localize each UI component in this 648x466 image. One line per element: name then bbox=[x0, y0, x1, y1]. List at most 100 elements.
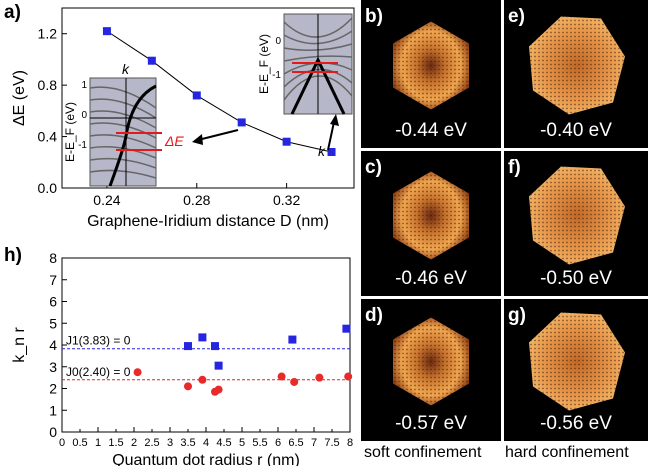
panel-letter: g) bbox=[508, 305, 526, 326]
data-point bbox=[147, 56, 156, 65]
soft-confinement-caption: soft confinement bbox=[364, 444, 482, 461]
hard-confinement-caption: hard confinement bbox=[505, 444, 629, 461]
y-tick-label: 6 bbox=[49, 294, 57, 310]
inset-y-tick-label: 0 bbox=[275, 36, 281, 47]
x-tick-label: 6 bbox=[275, 437, 281, 449]
stm-panel-f: f) -0.50 eV bbox=[504, 151, 648, 296]
data-point-square bbox=[198, 333, 207, 342]
data-point-circle bbox=[290, 377, 299, 386]
k-arrow bbox=[327, 121, 335, 151]
x-tick-label: 7 bbox=[311, 437, 317, 449]
pointer-arrow-head bbox=[192, 134, 203, 145]
data-point bbox=[192, 91, 201, 100]
x-tick-label: 4 bbox=[203, 437, 209, 449]
data-point-circle bbox=[344, 372, 353, 381]
data-point-square bbox=[211, 342, 219, 351]
energy-label: -0.40 eV bbox=[540, 120, 612, 141]
data-point-circle bbox=[133, 368, 142, 377]
delta-label: ΔE bbox=[164, 133, 184, 149]
y-tick-label: 7 bbox=[49, 272, 57, 288]
x-tick-label: 8 bbox=[347, 437, 353, 449]
data-point-square bbox=[288, 335, 297, 344]
data-point-circle bbox=[184, 382, 192, 391]
band-line bbox=[89, 98, 157, 119]
data-curve bbox=[106, 30, 332, 153]
x-tick-label: 6.5 bbox=[288, 437, 303, 449]
x-tick-label: 0.5 bbox=[72, 437, 87, 449]
plot-frame bbox=[61, 7, 355, 189]
x-tick-label: 5 bbox=[239, 437, 245, 449]
reference-line-label: J0(2.40) = 0 bbox=[66, 365, 131, 379]
stm-flake-image bbox=[381, 312, 481, 417]
x-axis-label: Graphene-Iridium distance D (nm) bbox=[87, 213, 329, 230]
x-tick-label: 3 bbox=[167, 437, 173, 449]
x-tick-label: 0 bbox=[59, 437, 65, 449]
data-point bbox=[237, 118, 246, 127]
stm-panel-e: e) -0.40 eV bbox=[504, 0, 648, 148]
data-point-circle bbox=[277, 372, 286, 381]
x-tick-label: 4.5 bbox=[216, 437, 231, 449]
band-line bbox=[89, 169, 157, 179]
inset-k-label: k bbox=[122, 61, 130, 77]
y-axis-label: ΔE (eV) bbox=[11, 70, 28, 126]
x-tick-label: 2 bbox=[131, 437, 137, 449]
data-point bbox=[102, 27, 111, 36]
stm-panel-g: g) -0.56 eV bbox=[504, 299, 648, 441]
x-tick-label: 2.5 bbox=[144, 437, 159, 449]
panel-letter: d) bbox=[365, 305, 383, 326]
band-line bbox=[89, 86, 157, 109]
inset-k-label: k bbox=[318, 143, 326, 159]
panel-letter: c) bbox=[365, 157, 382, 178]
data-point-square bbox=[214, 361, 223, 370]
stm-panel-d: d) -0.57 eV bbox=[361, 299, 501, 441]
pointer-arrow bbox=[197, 129, 239, 141]
inset-y-axis-label: E-E_F (eV) bbox=[63, 102, 77, 162]
x-tick-label: 0.28 bbox=[183, 192, 210, 208]
y-tick-label: 0.8 bbox=[38, 77, 58, 93]
y-tick-label: 8 bbox=[49, 250, 57, 266]
y-tick-label: 1 bbox=[49, 402, 57, 418]
band-line bbox=[89, 134, 157, 149]
inset-y-tick-label: -1 bbox=[78, 140, 87, 151]
x-tick-label: 0.32 bbox=[273, 192, 300, 208]
panel-h-letter: h) bbox=[4, 245, 22, 266]
x-tick-label: 5.5 bbox=[252, 437, 267, 449]
y-tick-label: 3 bbox=[49, 359, 57, 375]
panel-h-chart: 0 1 2 3 4 5 6 7 8 0 0.5 1 1.5 2 2.5 3 3.5 4 4.5 5 5.5 6 6.5 7 7.… bbox=[11, 250, 353, 466]
data-point-circle bbox=[198, 375, 207, 384]
x-tick-label: 1.5 bbox=[108, 437, 123, 449]
panel-a-chart: 0.0 0.4 0.8 1.2 0.24 0.28 0.32 Graphene-Iridium… bbox=[11, 7, 355, 230]
energy-label: -0.57 eV bbox=[395, 413, 467, 434]
panel-a-letter: a) bbox=[4, 2, 21, 23]
k-arrow-head bbox=[330, 114, 339, 126]
band-line bbox=[89, 110, 157, 129]
data-point-circle bbox=[214, 385, 223, 394]
stm-flake-image bbox=[521, 11, 631, 126]
energy-label: -0.56 eV bbox=[540, 413, 612, 434]
x-tick-label: 0.24 bbox=[93, 192, 120, 208]
y-tick-label: 5 bbox=[49, 315, 57, 331]
y-tick-label: 0 bbox=[49, 424, 57, 440]
y-tick-label: 4 bbox=[49, 337, 57, 353]
data-point-square bbox=[184, 342, 192, 351]
stm-flake-image bbox=[521, 160, 631, 275]
stm-flake-image bbox=[381, 16, 481, 121]
data-point-circle bbox=[315, 373, 324, 382]
x-tick-label: 3.5 bbox=[180, 437, 195, 449]
y-tick-label: 1.2 bbox=[38, 26, 58, 42]
data-point-square bbox=[342, 324, 351, 333]
energy-label: -0.46 eV bbox=[395, 268, 467, 289]
x-tick-label: 7.5 bbox=[324, 437, 339, 449]
y-tick-label: 0.0 bbox=[38, 180, 58, 196]
inset-y-axis-label: E-E_F (eV) bbox=[257, 34, 271, 94]
stm-flake-image bbox=[521, 307, 631, 422]
panel-letter: b) bbox=[365, 6, 383, 27]
panel-letter: e) bbox=[508, 6, 525, 27]
stm-panel-b: b) -0.44 eV bbox=[361, 0, 501, 148]
panel-letter: f) bbox=[508, 157, 521, 178]
energy-label: -0.44 eV bbox=[395, 120, 467, 141]
y-tick-label: 0.4 bbox=[38, 129, 58, 145]
y-axis-label: k_n r bbox=[11, 327, 28, 363]
stm-panel-c: c) -0.46 eV bbox=[361, 151, 501, 296]
reference-line-label: J1(3.83) = 0 bbox=[66, 334, 131, 348]
